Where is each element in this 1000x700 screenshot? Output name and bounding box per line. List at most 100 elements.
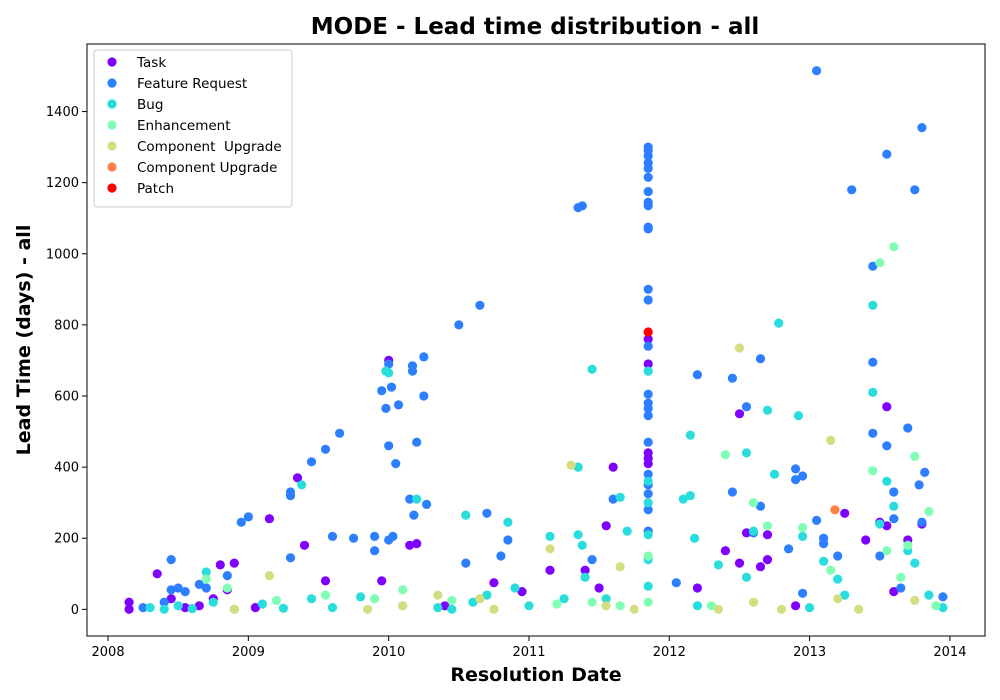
y-tick-label: 1000 (46, 247, 79, 262)
data-point (728, 487, 737, 496)
data-point (644, 342, 653, 351)
data-point (321, 576, 330, 585)
data-point (388, 532, 397, 541)
data-point (160, 605, 169, 614)
data-point (644, 173, 653, 182)
data-point (763, 406, 772, 415)
data-point (693, 583, 702, 592)
data-point (774, 319, 783, 328)
data-point (412, 438, 421, 447)
data-point (223, 571, 232, 580)
data-point (153, 569, 162, 578)
data-point (833, 551, 842, 560)
data-point (422, 500, 431, 509)
data-point (384, 368, 393, 377)
data-point (644, 367, 653, 376)
data-point (882, 441, 891, 450)
data-point (763, 521, 772, 530)
legend-marker (107, 141, 116, 150)
data-point (265, 571, 274, 580)
data-point (279, 604, 288, 613)
legend-label: Task (136, 55, 166, 71)
y-tick-label: 800 (54, 318, 79, 333)
data-point (644, 598, 653, 607)
data-point (174, 601, 183, 610)
data-point (840, 509, 849, 518)
legend-marker (107, 183, 116, 192)
data-point (812, 66, 821, 75)
x-tick-label: 2008 (92, 645, 125, 660)
data-point (349, 534, 358, 543)
data-point (202, 575, 211, 584)
data-point (770, 470, 779, 479)
data-point (924, 591, 933, 600)
data-point (826, 436, 835, 445)
legend-label: Enhancement (137, 118, 231, 134)
data-point (875, 258, 884, 267)
data-point (644, 530, 653, 539)
data-point (623, 527, 632, 536)
data-point (384, 441, 393, 450)
data-point (644, 411, 653, 420)
data-point (300, 541, 309, 550)
data-point (181, 587, 190, 596)
data-point (409, 510, 418, 519)
data-point (889, 487, 898, 496)
data-point (167, 555, 176, 564)
data-point (903, 423, 912, 432)
data-point (714, 560, 723, 569)
data-point (510, 583, 519, 592)
data-point (461, 559, 470, 568)
data-point (230, 605, 239, 614)
data-point (791, 464, 800, 473)
data-point (377, 386, 386, 395)
data-point (272, 596, 281, 605)
data-point (552, 599, 561, 608)
legend-label: Component Upgrade (137, 139, 282, 155)
data-point (391, 459, 400, 468)
data-point (644, 390, 653, 399)
data-point (742, 402, 751, 411)
data-point (889, 514, 898, 523)
data-point (882, 402, 891, 411)
data-point (244, 512, 253, 521)
data-point (826, 566, 835, 575)
data-point (524, 601, 533, 610)
data-point (931, 601, 940, 610)
data-point (381, 404, 390, 413)
data-point (896, 583, 905, 592)
data-point (387, 383, 396, 392)
data-point (616, 601, 625, 610)
data-point (889, 242, 898, 251)
data-point (630, 605, 639, 614)
chart-title: MODE - Lead time distribution - all (311, 14, 760, 40)
data-point (482, 509, 491, 518)
x-tick-label: 2013 (793, 645, 826, 660)
data-point (644, 187, 653, 196)
data-point (545, 532, 554, 541)
data-point (644, 164, 653, 173)
y-axis-ticks: 0 200 400 600 800 1000 1200 1400 (46, 105, 87, 618)
data-point (915, 480, 924, 489)
data-point (693, 601, 702, 610)
data-point (784, 544, 793, 553)
data-point (742, 448, 751, 457)
data-point (328, 603, 337, 612)
data-point (419, 352, 428, 361)
data-point (794, 411, 803, 420)
data-point (286, 553, 295, 562)
data-point (868, 301, 877, 310)
legend-label: Feature Request (137, 76, 247, 92)
data-point (602, 601, 611, 610)
y-axis-title: Lead Time (days) - all (13, 225, 35, 456)
data-point (721, 546, 730, 555)
data-point (819, 557, 828, 566)
data-point (412, 495, 421, 504)
data-point (574, 530, 583, 539)
data-point (693, 370, 702, 379)
data-point (868, 358, 877, 367)
data-point (209, 598, 218, 607)
data-point (686, 491, 695, 500)
data-point (882, 477, 891, 486)
data-point (812, 516, 821, 525)
